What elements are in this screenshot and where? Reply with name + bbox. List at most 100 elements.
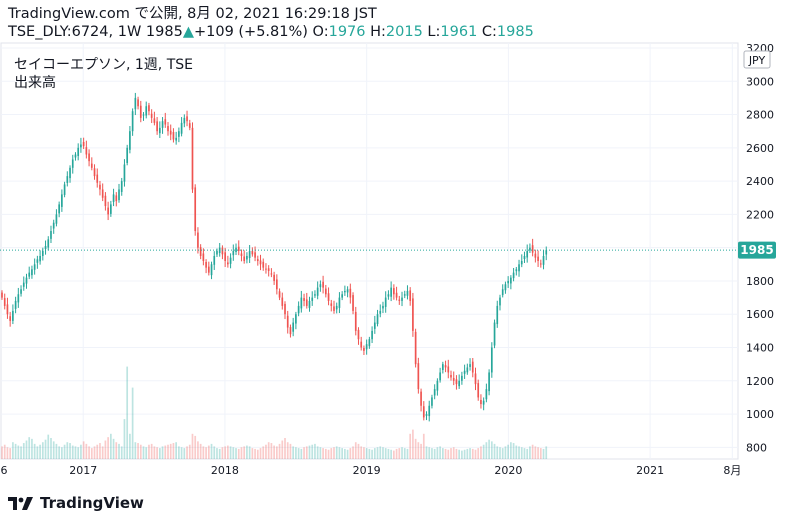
volume-bar bbox=[333, 447, 335, 459]
volume-bar bbox=[289, 443, 292, 459]
candle-body bbox=[507, 280, 509, 284]
candle-body bbox=[251, 251, 254, 255]
volume-bar bbox=[221, 447, 224, 459]
volume-bar bbox=[346, 449, 349, 459]
candle-body bbox=[344, 290, 346, 293]
candle-body bbox=[428, 405, 431, 417]
volume-bar bbox=[286, 442, 289, 459]
volume-bar bbox=[265, 444, 267, 459]
candle-body bbox=[85, 147, 88, 155]
volume-bar bbox=[28, 437, 31, 459]
volume-bar bbox=[360, 446, 363, 459]
candle-body bbox=[455, 379, 458, 385]
candle-body bbox=[447, 366, 450, 373]
volume-bar bbox=[368, 448, 371, 459]
volume-bar bbox=[363, 447, 365, 459]
volume-bar bbox=[515, 445, 518, 459]
currency-badge: JPY bbox=[743, 50, 771, 69]
candle-body bbox=[281, 297, 284, 306]
volume-bar bbox=[523, 448, 526, 459]
candle-body bbox=[221, 247, 224, 255]
volume-bar bbox=[354, 442, 357, 459]
candle-body bbox=[137, 99, 139, 107]
volume-bar bbox=[188, 444, 191, 459]
candle-body bbox=[314, 294, 316, 296]
volume-bar bbox=[539, 448, 542, 459]
candle-body bbox=[22, 282, 25, 287]
volume-bar bbox=[224, 446, 226, 459]
candle-body bbox=[322, 281, 324, 288]
candle-body bbox=[480, 399, 482, 405]
volume-bar bbox=[545, 446, 548, 459]
last-price-tag-label: 1985 bbox=[740, 243, 773, 257]
legend-title: セイコーエプソン, 1週, TSE bbox=[14, 57, 193, 73]
candle-body bbox=[349, 288, 352, 298]
volume-bar bbox=[387, 448, 390, 459]
volume-bar bbox=[90, 448, 93, 459]
candle-body bbox=[41, 251, 44, 256]
volume-bar bbox=[311, 444, 314, 459]
candle-body bbox=[110, 204, 112, 214]
candle-body bbox=[463, 370, 466, 374]
price-chart[interactable]: 8001000120014001600180020002200240026002… bbox=[0, 42, 788, 483]
candle-body bbox=[104, 195, 107, 207]
volume-bar bbox=[330, 448, 333, 459]
volume-bar bbox=[17, 445, 20, 459]
volume-bar bbox=[474, 449, 477, 459]
candle-body bbox=[66, 176, 69, 183]
volume-bar bbox=[335, 446, 338, 459]
ohlc-header: TSE_DLY:6724, 1W 1985▲+109 (+5.81%) O:19… bbox=[8, 23, 534, 41]
y-tick-label: 2200 bbox=[746, 208, 774, 221]
volume-bar bbox=[300, 448, 303, 459]
candle-body bbox=[420, 391, 422, 406]
volume-bar bbox=[537, 447, 539, 459]
volume-bar bbox=[499, 447, 501, 459]
volume-bar bbox=[235, 448, 237, 459]
candle-body bbox=[398, 299, 401, 301]
volume-bar bbox=[303, 447, 305, 459]
candle-body bbox=[96, 174, 99, 183]
candle-body bbox=[248, 251, 251, 258]
candle-body bbox=[74, 154, 77, 158]
candle-body bbox=[526, 251, 529, 258]
candle-body bbox=[213, 255, 216, 265]
volume-bar bbox=[259, 448, 262, 459]
y-tick-label: 1600 bbox=[746, 308, 774, 321]
volume-bar bbox=[542, 448, 545, 459]
volume-bar bbox=[447, 449, 450, 459]
low-value: 1961 bbox=[440, 24, 478, 40]
volume-bar bbox=[202, 446, 205, 459]
candle-body bbox=[202, 253, 205, 261]
volume-bar bbox=[384, 448, 387, 459]
volume-bar bbox=[295, 447, 297, 459]
candle-body bbox=[365, 344, 368, 350]
volume-bar bbox=[452, 447, 455, 459]
volume-bar bbox=[349, 448, 352, 459]
volume-bar bbox=[485, 442, 488, 459]
up-arrow-icon: ▲ bbox=[182, 24, 194, 40]
volume-bar bbox=[104, 440, 107, 459]
volume-bar bbox=[357, 443, 360, 459]
volume-bar bbox=[504, 446, 507, 459]
candle-body bbox=[425, 414, 428, 416]
candle-body bbox=[12, 310, 14, 321]
candle-body bbox=[278, 291, 281, 298]
high-value: 2015 bbox=[385, 24, 423, 40]
candle-body bbox=[311, 297, 314, 301]
candle-body bbox=[490, 347, 493, 373]
candle-body bbox=[523, 255, 526, 259]
volume-bar bbox=[52, 441, 55, 459]
x-axis[interactable]: 6 2017 2018 2019 2020 2021 8月 bbox=[1, 464, 742, 477]
volume-bar bbox=[126, 366, 129, 459]
candle-body bbox=[71, 159, 74, 168]
candle-body bbox=[379, 310, 382, 314]
candle-body bbox=[531, 245, 534, 253]
volume-bar bbox=[12, 442, 14, 459]
candle-body bbox=[205, 261, 207, 268]
volume-bar bbox=[322, 448, 324, 459]
volume-bar bbox=[458, 449, 461, 459]
volume-bar bbox=[352, 446, 354, 459]
candle-body bbox=[357, 329, 360, 340]
volume-bar bbox=[150, 443, 153, 459]
candle-body bbox=[259, 260, 262, 265]
